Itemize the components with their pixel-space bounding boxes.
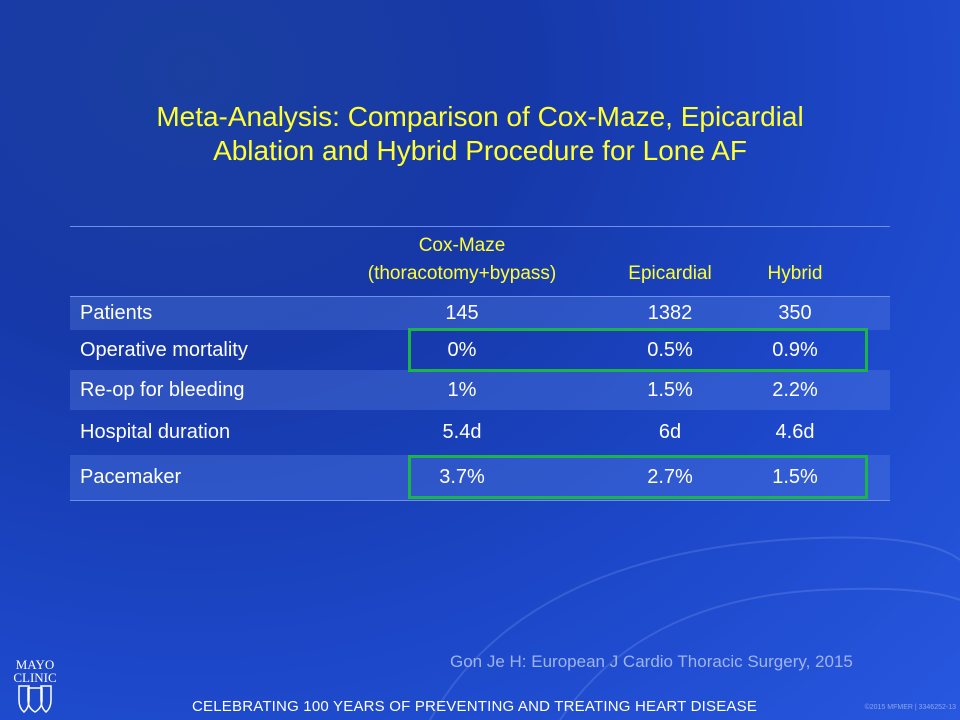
cell-epi: 6d xyxy=(658,421,682,443)
table-rule xyxy=(70,500,890,501)
cell-hybrid: 0.9% xyxy=(772,338,818,361)
table-row: Operative mortality 0% 0.5% 0.9% xyxy=(70,330,890,370)
row-label: Hospital duration xyxy=(80,421,231,443)
header-cox-maze-line-2: (thoracotomy+bypass) xyxy=(367,263,557,284)
row-label: Operative mortality xyxy=(80,338,248,361)
table-row: Re-op for bleeding 1% 1.5% 2.2% xyxy=(70,370,890,410)
cell-cox: 3.7% xyxy=(439,466,485,488)
header-cox-maze-line-1: Cox-Maze xyxy=(418,235,506,256)
highlight-box-operative-mortality xyxy=(408,328,868,372)
cell-cox: 0% xyxy=(447,338,477,361)
citation: Gon Je H: European J Cardio Thoracic Sur… xyxy=(450,652,853,671)
cell-hybrid: 4.6d xyxy=(775,421,815,443)
cell-hybrid: 1.5% xyxy=(772,466,818,488)
table-row: Pacemaker 3.7% 2.7% 1.5% xyxy=(70,455,890,500)
logo-line-2: CLINIC xyxy=(13,670,57,685)
highlight-box-pacemaker xyxy=(408,455,868,499)
copyright: ©2015 MFMER | 3346252-13 xyxy=(864,704,956,711)
row-label: Patients xyxy=(80,302,153,324)
title-line-1: Meta-Analysis: Comparison of Cox-Maze, E… xyxy=(156,101,804,132)
cell-cox: 5.4d xyxy=(442,421,482,443)
table-row: Patients 145 1382 350 xyxy=(70,297,890,330)
cell-cox: 145 xyxy=(445,302,479,324)
table-rule xyxy=(70,226,890,227)
logo-line-1: MAYO xyxy=(15,657,55,672)
cell-cox: 1% xyxy=(447,378,477,401)
slide-title: Meta-Analysis: Comparison of Cox-Maze, E… xyxy=(0,100,960,168)
row-label: Pacemaker xyxy=(80,466,182,488)
cell-hybrid: 350 xyxy=(778,302,812,324)
cell-epi: 1.5% xyxy=(647,378,693,401)
header-cox-maze: Cox-Maze (thoracotomy+bypass) xyxy=(332,232,592,288)
table-rule xyxy=(70,296,890,297)
cell-epi: 2.7% xyxy=(647,466,693,488)
footer-banner: CELEBRATING 100 YEARS OF PREVENTING AND … xyxy=(192,698,758,715)
cell-hybrid: 2.2% xyxy=(772,378,818,401)
shield-icon xyxy=(18,685,52,713)
title-line-2: Ablation and Hybrid Procedure for Lone A… xyxy=(213,135,747,166)
row-label: Re-op for bleeding xyxy=(80,378,245,401)
table-row: Hospital duration 5.4d 6d 4.6d xyxy=(70,410,890,455)
cell-epi: 1382 xyxy=(647,302,693,324)
header-hybrid: Hybrid xyxy=(767,263,823,284)
header-epicardial: Epicardial xyxy=(628,263,712,284)
cell-epi: 0.5% xyxy=(647,338,693,361)
mayo-clinic-logo: MAYO CLINIC xyxy=(12,658,58,716)
